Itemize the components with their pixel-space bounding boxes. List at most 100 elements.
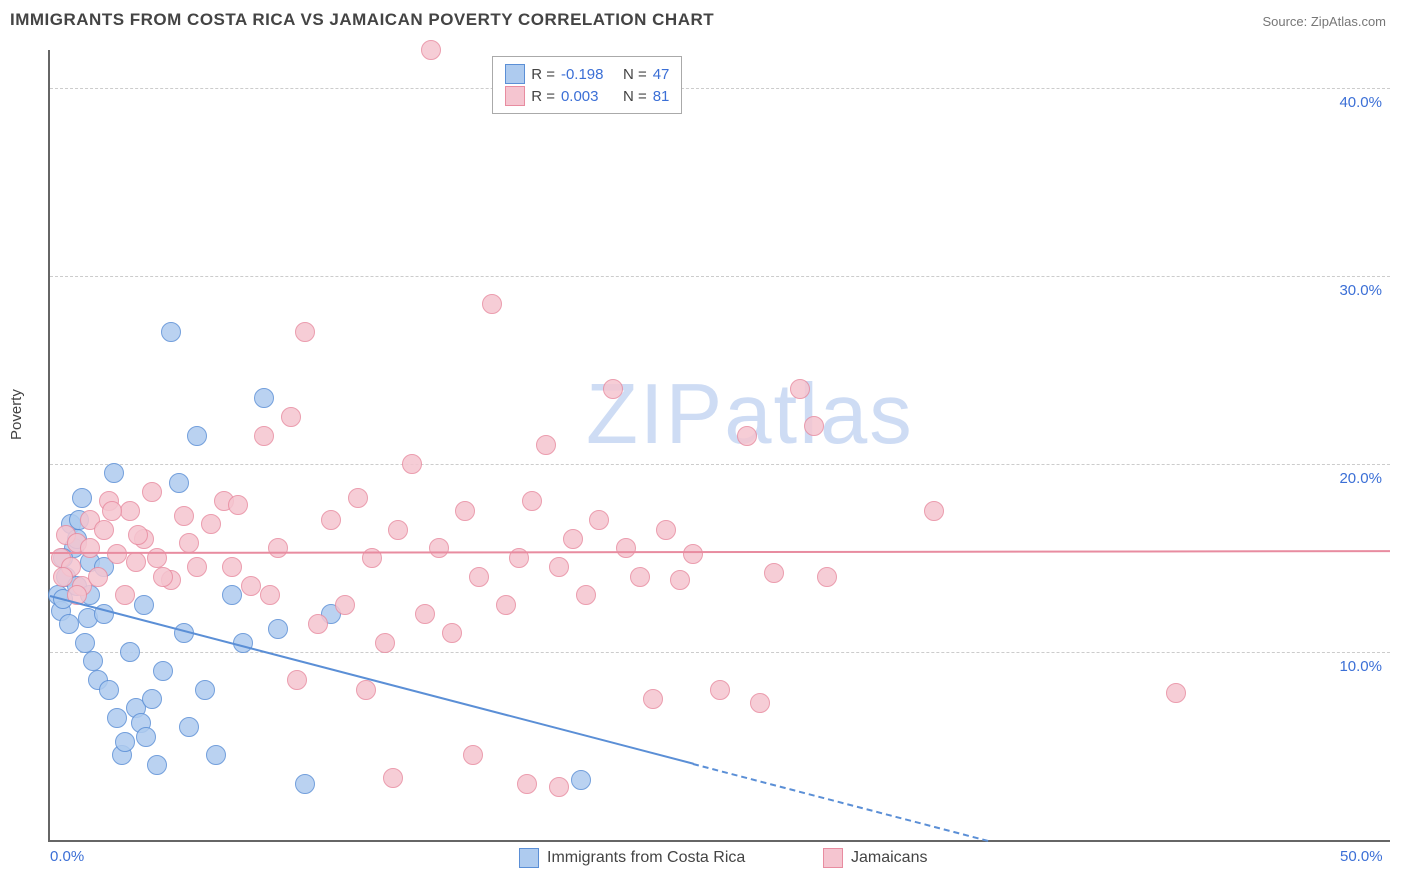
- data-point: [104, 463, 124, 483]
- gridline: [50, 276, 1390, 277]
- data-point: [356, 680, 376, 700]
- data-point: [348, 488, 368, 508]
- data-point: [115, 585, 135, 605]
- data-point: [517, 774, 537, 794]
- data-point: [107, 544, 127, 564]
- r-value: 0.003: [561, 88, 617, 105]
- data-point: [295, 322, 315, 342]
- data-point: [120, 642, 140, 662]
- data-point: [260, 585, 280, 605]
- data-point: [94, 520, 114, 540]
- data-point: [670, 570, 690, 590]
- data-point: [375, 633, 395, 653]
- data-point: [463, 745, 483, 765]
- data-point: [817, 567, 837, 587]
- data-point: [134, 595, 154, 615]
- trend-line-dashed: [693, 763, 988, 842]
- data-point: [268, 538, 288, 558]
- data-point: [335, 595, 355, 615]
- legend-item: Immigrants from Costa Rica: [519, 848, 745, 868]
- y-tick-label: 40.0%: [1339, 94, 1382, 111]
- x-tick-label: 50.0%: [1340, 848, 1383, 865]
- data-point: [643, 689, 663, 709]
- data-point: [469, 567, 489, 587]
- data-point: [99, 680, 119, 700]
- data-point: [287, 670, 307, 690]
- data-point: [254, 426, 274, 446]
- data-point: [737, 426, 757, 446]
- data-point: [142, 689, 162, 709]
- data-point: [153, 661, 173, 681]
- r-label: R =: [531, 66, 555, 83]
- data-point: [804, 416, 824, 436]
- legend-stats-box: R =-0.198N =47R =0.003N =81: [492, 56, 682, 114]
- chart-area: 10.0%20.0%30.0%40.0%0.0%50.0%ZIPatlasR =…: [48, 50, 1390, 842]
- gridline: [50, 652, 1390, 653]
- data-point: [710, 680, 730, 700]
- data-point: [179, 533, 199, 553]
- data-point: [136, 727, 156, 747]
- data-point: [228, 495, 248, 515]
- data-point: [496, 595, 516, 615]
- r-label: R =: [531, 88, 555, 105]
- data-point: [72, 488, 92, 508]
- data-point: [281, 407, 301, 427]
- y-tick-label: 10.0%: [1339, 658, 1382, 675]
- data-point: [549, 777, 569, 797]
- data-point: [429, 538, 449, 558]
- data-point: [206, 745, 226, 765]
- data-point: [308, 614, 328, 634]
- legend-stats-row: R =0.003N =81: [505, 85, 669, 107]
- data-point: [83, 651, 103, 671]
- data-point: [383, 768, 403, 788]
- data-point: [576, 585, 596, 605]
- legend-item: Jamaicans: [823, 848, 927, 868]
- data-point: [656, 520, 676, 540]
- data-point: [571, 770, 591, 790]
- data-point: [161, 322, 181, 342]
- n-value: 81: [653, 88, 670, 105]
- data-point: [142, 482, 162, 502]
- data-point: [402, 454, 422, 474]
- n-value: 47: [653, 66, 670, 83]
- data-point: [120, 501, 140, 521]
- data-point: [187, 557, 207, 577]
- y-tick-label: 30.0%: [1339, 282, 1382, 299]
- data-point: [241, 576, 261, 596]
- data-point: [415, 604, 435, 624]
- data-point: [603, 379, 623, 399]
- gridline: [50, 464, 1390, 465]
- legend-label: Immigrants from Costa Rica: [547, 849, 745, 867]
- data-point: [153, 567, 173, 587]
- watermark: ZIPatlas: [586, 366, 914, 464]
- data-point: [222, 557, 242, 577]
- data-point: [128, 525, 148, 545]
- data-point: [616, 538, 636, 558]
- data-point: [421, 40, 441, 60]
- data-point: [536, 435, 556, 455]
- data-point: [295, 774, 315, 794]
- swatch-icon: [505, 64, 525, 84]
- swatch-icon: [505, 86, 525, 106]
- data-point: [254, 388, 274, 408]
- data-point: [790, 379, 810, 399]
- header: IMMIGRANTS FROM COSTA RICA VS JAMAICAN P…: [0, 0, 1406, 40]
- r-value: -0.198: [561, 66, 617, 83]
- data-point: [388, 520, 408, 540]
- x-tick-label: 0.0%: [50, 848, 84, 865]
- data-point: [126, 552, 146, 572]
- data-point: [169, 473, 189, 493]
- gridline: [50, 88, 1390, 89]
- data-point: [88, 567, 108, 587]
- legend-stats-row: R =-0.198N =47: [505, 63, 669, 85]
- y-tick-label: 20.0%: [1339, 470, 1382, 487]
- data-point: [174, 506, 194, 526]
- data-point: [1166, 683, 1186, 703]
- data-point: [187, 426, 207, 446]
- data-point: [683, 544, 703, 564]
- data-point: [455, 501, 475, 521]
- data-point: [222, 585, 242, 605]
- data-point: [764, 563, 784, 583]
- data-point: [630, 567, 650, 587]
- data-point: [115, 732, 135, 752]
